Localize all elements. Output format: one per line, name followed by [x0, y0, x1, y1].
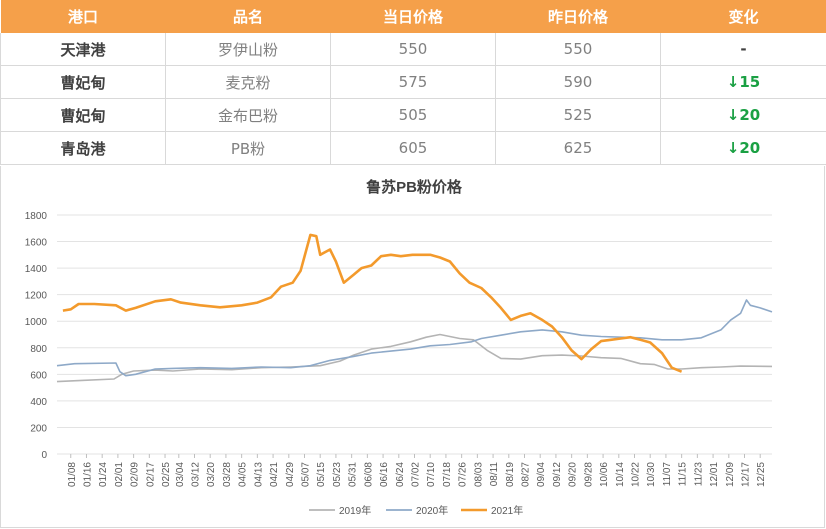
y-tick-label: 200 [30, 423, 47, 434]
x-tick-label: 03/28 [222, 462, 233, 487]
x-tick-label: 02/25 [161, 462, 172, 487]
x-tick-label: 07/18 [442, 462, 453, 487]
table-row: 天津港 罗伊山粉 550 550 - [0, 33, 826, 66]
header-yesterday-price: 昨日价格 [495, 0, 661, 33]
x-tick-label: 07/02 [411, 462, 422, 487]
x-tick-label: 06/16 [379, 462, 390, 487]
x-tick-label: 09/20 [568, 462, 579, 487]
x-tick-label: 03/20 [206, 462, 217, 487]
x-tick-label: 04/13 [253, 462, 264, 487]
x-tick-label: 08/03 [473, 462, 484, 487]
x-tick-label: 11/23 [693, 462, 704, 487]
change-cell: ↓15 [660, 65, 826, 99]
x-tick-label: 05/15 [316, 462, 327, 487]
product-cell: PB粉 [165, 131, 331, 165]
yesterday-price-cell: 590 [495, 65, 661, 99]
x-tick-label: 09/04 [536, 462, 547, 487]
y-tick-label: 400 [30, 397, 47, 408]
x-tick-label: 05/23 [332, 462, 343, 487]
x-tick-label: 04/29 [285, 462, 296, 487]
x-tick-label: 01/16 [82, 462, 93, 487]
y-tick-label: 1800 [25, 211, 48, 222]
port-cell: 青岛港 [0, 131, 166, 165]
table-row: 曹妃甸 金布巴粉 505 525 ↓20 [0, 98, 826, 132]
change-cell: ↓20 [660, 98, 826, 132]
series-line [56, 333, 773, 383]
change-cell: - [660, 33, 826, 66]
today-price-cell: 605 [330, 131, 496, 165]
today-price-cell: 505 [330, 98, 496, 132]
x-tick-label: 12/09 [725, 462, 736, 487]
x-tick-label: 09/12 [552, 462, 563, 487]
y-tick-label: 1000 [25, 317, 48, 328]
product-cell: 罗伊山粉 [165, 33, 331, 66]
table-header-row: 港口 品名 当日价格 昨日价格 变化 [0, 0, 826, 33]
y-tick-label: 1600 [25, 238, 48, 249]
y-tick-label: 800 [30, 344, 47, 355]
x-tick-label: 02/17 [145, 462, 156, 487]
yesterday-price-cell: 525 [495, 98, 661, 132]
product-cell: 金布巴粉 [165, 98, 331, 132]
y-tick-label: 0 [41, 450, 47, 461]
port-cell: 曹妃甸 [0, 65, 166, 99]
yesterday-price-cell: 550 [495, 33, 661, 66]
x-tick-label: 11/07 [662, 462, 673, 487]
chart-title: 鲁苏PB粉价格 [366, 178, 463, 196]
y-tick-label: 600 [30, 370, 47, 381]
header-change: 变化 [660, 0, 826, 33]
x-tick-label: 03/04 [175, 462, 186, 487]
x-tick-label: 10/06 [599, 462, 610, 487]
x-tick-label: 12/17 [741, 462, 752, 487]
series-line [62, 233, 683, 373]
series-line [56, 299, 773, 377]
x-tick-label: 08/27 [521, 462, 532, 487]
x-tick-label: 01/24 [98, 462, 109, 487]
today-price-cell: 575 [330, 65, 496, 99]
x-tick-label: 04/05 [238, 462, 249, 487]
x-tick-label: 02/09 [130, 462, 141, 487]
x-tick-label: 05/07 [301, 462, 312, 487]
x-tick-label: 05/31 [348, 462, 359, 487]
table-row: 曹妃甸 麦克粉 575 590 ↓15 [0, 65, 826, 99]
x-tick-label: 09/28 [583, 462, 594, 487]
x-tick-label: 10/30 [646, 462, 657, 487]
x-tick-label: 08/11 [489, 462, 500, 487]
table-row: 青岛港 PB粉 605 625 ↓20 [0, 131, 826, 165]
price-table: 港口 品名 当日价格 昨日价格 变化 天津港 罗伊山粉 550 550 - 曹妃… [0, 0, 826, 165]
x-tick-label: 10/14 [615, 462, 626, 487]
port-cell: 曹妃甸 [0, 98, 166, 132]
x-tick-label: 01/08 [67, 462, 78, 487]
legend-label: 2019年 [339, 504, 371, 517]
chart-panel: 鲁苏PB粉价格 0 200 400 600 800 1000 1200 1400 1600 1800… [0, 166, 825, 528]
y-tick-label: 1400 [25, 264, 48, 275]
today-price-cell: 550 [330, 33, 496, 66]
x-tick-label: 12/25 [756, 462, 767, 487]
x-tick-label: 10/22 [631, 462, 642, 487]
change-cell: ↓20 [660, 131, 826, 165]
x-tick-label: 11/15 [678, 462, 689, 487]
x-tick-label: 06/08 [363, 462, 374, 487]
x-tick-label: 12/01 [709, 462, 720, 487]
legend-label: 2021年 [491, 504, 523, 517]
x-tick-label: 07/10 [426, 462, 437, 487]
header-port: 港口 [0, 0, 166, 33]
y-tick-label: 1200 [25, 291, 48, 302]
x-tick-label: 08/19 [505, 462, 516, 487]
price-line-chart: 鲁苏PB粉价格 0 200 400 600 800 1000 1200 1400 1600 1800… [25, 178, 773, 517]
x-tick-label: 02/01 [114, 462, 125, 487]
yesterday-price-cell: 625 [495, 131, 661, 165]
legend-label: 2020年 [416, 504, 448, 517]
x-tick-label: 03/12 [191, 462, 202, 487]
product-cell: 麦克粉 [165, 65, 331, 99]
x-tick-label: 06/24 [395, 462, 406, 487]
port-cell: 天津港 [0, 33, 166, 66]
header-today-price: 当日价格 [330, 0, 496, 33]
header-product: 品名 [165, 0, 331, 33]
x-tick-label: 07/26 [458, 462, 469, 487]
x-tick-label: 04/21 [269, 462, 280, 487]
